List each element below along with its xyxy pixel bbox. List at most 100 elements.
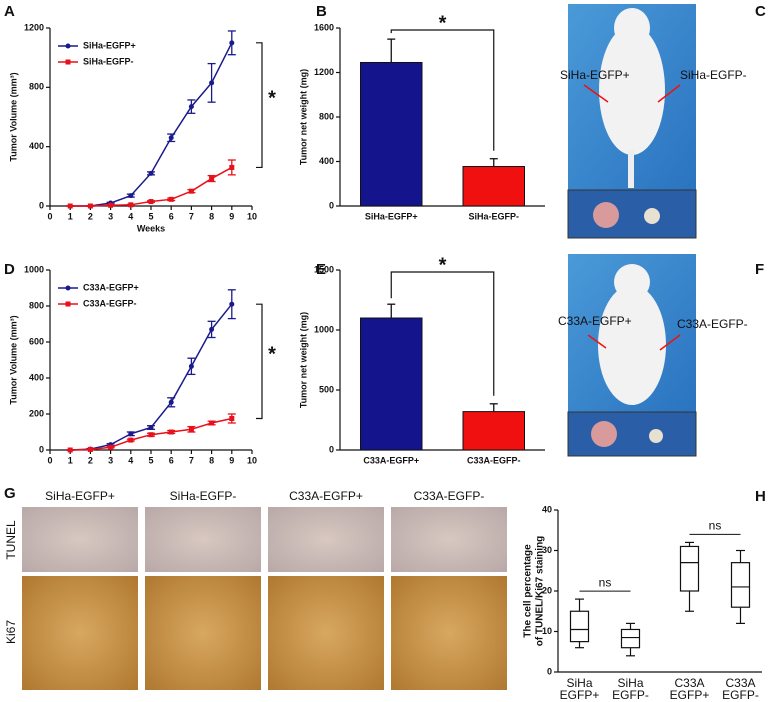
point <box>229 301 235 307</box>
y-tick-label: 1000 <box>314 324 334 334</box>
point <box>209 420 215 426</box>
column-header: C33A-EGFP+ <box>289 489 363 503</box>
y-tick-label: 1000 <box>24 264 44 274</box>
legend-marker <box>65 301 71 307</box>
x-tick-label: 7 <box>189 455 194 465</box>
point <box>168 135 174 141</box>
x-tick-label: 9 <box>229 211 234 221</box>
photo-label: C33A-EGFP+ <box>558 314 632 328</box>
x-tick-label: SiHa <box>617 676 643 690</box>
photo-f: C33A-EGFP+ C33A-EGFP- <box>558 254 748 457</box>
y-tick-label: 500 <box>319 384 334 394</box>
point <box>108 444 114 450</box>
y-tick-label: 0 <box>39 200 44 210</box>
y-tick-label: 400 <box>29 372 44 382</box>
point <box>148 170 154 176</box>
annotation: ns <box>709 519 722 533</box>
y-tick-label: 0 <box>39 444 44 454</box>
legend-label: SiHa-EGFP- <box>83 56 134 66</box>
x-tick-label: 8 <box>209 211 214 221</box>
point <box>188 426 194 432</box>
panel-letter: A <box>4 3 15 20</box>
y-tick-label: 30 <box>542 545 552 555</box>
bar <box>360 317 423 451</box>
x-tick-label: C33A <box>725 676 755 690</box>
y-tick-label: 400 <box>29 141 44 151</box>
x-tick-label: EGFP+ <box>560 688 600 702</box>
x-tick-label: SiHa-EGFP- <box>468 211 519 221</box>
x-tick-label: 4 <box>128 455 133 465</box>
x-tick-label: 8 <box>209 455 214 465</box>
point <box>87 446 93 452</box>
x-tick-label: 10 <box>247 211 257 221</box>
panel-g: SiHa-EGFP+ SiHa-EGFP- C33A-EGFP+ C33A-EG… <box>4 489 507 690</box>
bar <box>462 166 525 207</box>
point <box>229 164 235 170</box>
point <box>209 326 215 332</box>
y-tick-label: 600 <box>29 336 44 346</box>
legend-label: C33A-EGFP+ <box>83 282 139 292</box>
point <box>188 363 194 369</box>
y-tick-label: 1200 <box>24 22 44 32</box>
column-header: SiHa-EGFP+ <box>45 489 115 503</box>
column-header: SiHa-EGFP- <box>170 489 237 503</box>
bracket <box>390 29 495 151</box>
panel-letter: C <box>755 3 766 20</box>
point <box>148 425 154 430</box>
annotation: * <box>268 87 276 109</box>
x-tick-label: SiHa-EGFP+ <box>365 211 418 221</box>
y-axis-label: Tumor Volume (mm³) <box>8 315 18 404</box>
y-tick-label: 400 <box>319 156 334 166</box>
y-tick-label: 10 <box>542 626 552 636</box>
x-tick-label: 0 <box>47 455 52 465</box>
point <box>108 202 114 208</box>
x-axis-label: Weeks <box>137 223 165 233</box>
annotation: * <box>439 12 447 34</box>
bar <box>360 61 423 207</box>
point <box>209 80 215 86</box>
x-tick-label: 4 <box>128 211 133 221</box>
x-tick-label: 5 <box>148 455 153 465</box>
point <box>229 416 235 421</box>
row-header: TUNEL <box>4 520 18 560</box>
point <box>128 202 134 208</box>
x-tick-label: 6 <box>169 211 174 221</box>
x-tick-label: C33A-EGFP- <box>467 455 521 465</box>
point <box>148 199 154 205</box>
y-tick-label: 1200 <box>314 67 334 77</box>
y-tick-label: 0 <box>329 200 334 210</box>
photo-label: SiHa-EGFP+ <box>560 68 630 82</box>
annotation: ns <box>599 575 612 589</box>
point <box>209 176 215 182</box>
point <box>229 40 235 46</box>
point <box>128 431 134 437</box>
point <box>67 203 73 209</box>
x-tick-label: 2 <box>88 455 93 465</box>
y-axis-label: of TUNEL/Ki67 staining <box>535 536 546 647</box>
y-tick-label: 200 <box>29 408 44 418</box>
y-tick-label: 20 <box>542 585 552 595</box>
bracket <box>256 303 263 420</box>
point <box>168 429 174 435</box>
x-tick-label: 1 <box>68 211 73 221</box>
point <box>168 399 174 405</box>
x-tick-label: EGFP- <box>612 688 649 702</box>
bracket <box>256 42 263 169</box>
panel-letter: F <box>755 261 764 278</box>
y-axis-label: Tumor Volume (mm³) <box>8 72 18 161</box>
point <box>168 196 174 202</box>
x-tick-label: 0 <box>47 211 52 221</box>
point <box>87 203 93 209</box>
column-header: C33A-EGFP- <box>414 489 485 503</box>
photo-c: SiHa-EGFP+ SiHa-EGFP- <box>560 4 747 239</box>
x-tick-label: 6 <box>169 455 174 465</box>
x-tick-label: 3 <box>108 455 113 465</box>
row-header: Ki67 <box>4 620 18 644</box>
x-tick-label: C33A-EGFP+ <box>363 455 419 465</box>
y-tick-label: 0 <box>547 666 552 676</box>
legend-marker <box>65 285 71 291</box>
y-axis-label: Tumor net weight (mg) <box>298 312 308 408</box>
y-tick-label: 800 <box>29 82 44 92</box>
legend-label: C33A-EGFP- <box>83 298 137 308</box>
